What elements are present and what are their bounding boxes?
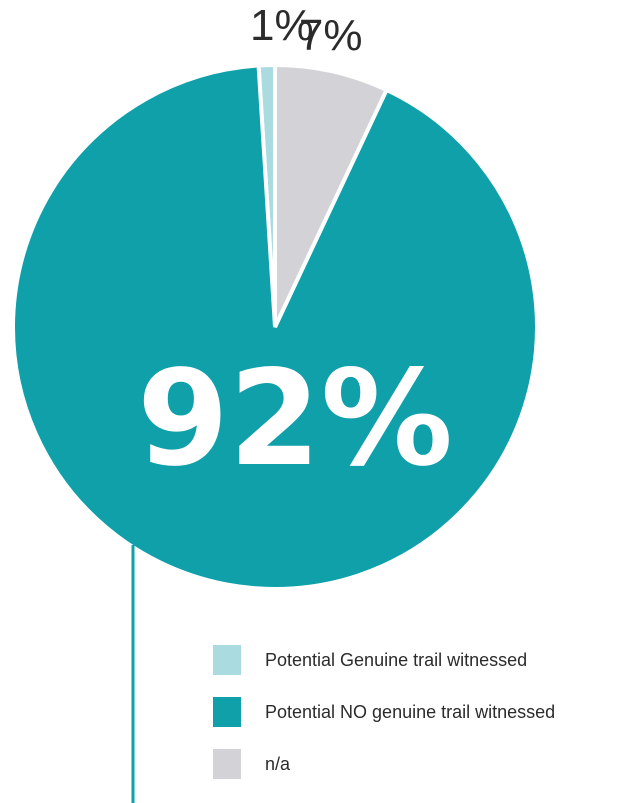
pie-slices — [11, 62, 539, 591]
legend-swatch-2 — [213, 749, 241, 779]
slice-labels: 1% 92% 7% — [137, 1, 453, 496]
legend: Potential Genuine trail witnessed Potenti… — [213, 645, 555, 779]
slice-label-2: 7% — [299, 11, 363, 60]
slice-label-0: 1% — [250, 1, 314, 50]
legend-label-1: Potential NO genuine trail witnessed — [265, 702, 555, 722]
legend-swatch-0 — [213, 645, 241, 675]
legend-swatch-1 — [213, 697, 241, 727]
slice-label-1: 92% — [137, 342, 453, 496]
pie-slice-2 — [273, 62, 390, 328]
legend-label-0: Potential Genuine trail witnessed — [265, 650, 527, 670]
legend-label-2: n/a — [265, 754, 291, 774]
